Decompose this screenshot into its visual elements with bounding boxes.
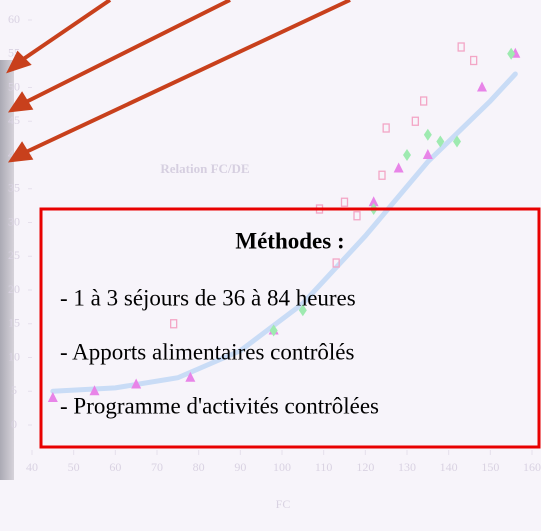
x-tick-label: 90 xyxy=(234,460,246,474)
point xyxy=(471,57,477,65)
point xyxy=(379,171,385,179)
y-tick-label: 25 xyxy=(8,248,20,262)
x-tick-label: 40 xyxy=(26,460,38,474)
arrows xyxy=(10,0,350,160)
point xyxy=(394,163,404,173)
point xyxy=(403,149,411,161)
y-tick-label: 50 xyxy=(8,79,20,93)
point xyxy=(423,149,433,159)
point xyxy=(421,97,427,105)
chart-title: Relation FC/DE xyxy=(160,161,249,176)
y-tick-label: 0 xyxy=(11,417,17,431)
y-tick-label: 15 xyxy=(8,316,20,330)
x-tick-label: 160 xyxy=(523,460,541,474)
x-tick-label: 140 xyxy=(440,460,458,474)
x-tick-label: 130 xyxy=(398,460,416,474)
methods-item: - Programme d'activités contrôlées xyxy=(60,393,379,418)
point xyxy=(171,320,177,328)
y-tick-label: 30 xyxy=(8,214,20,228)
y-tick-label: 5 xyxy=(11,383,17,397)
x-tick-label: 50 xyxy=(68,460,80,474)
point xyxy=(383,124,389,132)
point xyxy=(477,82,487,92)
y-tick-label: 60 xyxy=(8,12,20,26)
slide: Relation FC/DEFC051015202530354045505560… xyxy=(0,0,541,531)
methods-title: Méthodes : xyxy=(235,228,344,253)
y-tick-label: 10 xyxy=(8,349,20,363)
point xyxy=(342,198,348,206)
x-tick-label: 80 xyxy=(193,460,205,474)
point xyxy=(412,117,418,125)
point xyxy=(354,212,360,220)
page: Relation FC/DEFC051015202530354045505560… xyxy=(0,0,541,531)
point xyxy=(458,43,464,51)
x-tick-label: 150 xyxy=(481,460,499,474)
x-axis-label: FC xyxy=(276,497,291,511)
x-tick-label: 120 xyxy=(356,460,374,474)
y-tick-label: 45 xyxy=(8,113,20,127)
x-tick-label: 60 xyxy=(109,460,121,474)
x-tick-label: 110 xyxy=(315,460,333,474)
y-tick-label: 20 xyxy=(8,282,20,296)
x-tick-label: 100 xyxy=(273,460,291,474)
methods-item: - Apports alimentaires contrôlés xyxy=(60,339,355,364)
chart: Relation FC/DEFC051015202530354045505560… xyxy=(8,12,541,511)
y-tick-label: 35 xyxy=(8,181,20,195)
point xyxy=(424,129,432,141)
x-tick-label: 70 xyxy=(151,460,163,474)
point xyxy=(507,48,515,60)
methods-item: - 1 à 3 séjours de 36 à 84 heures xyxy=(60,285,356,310)
